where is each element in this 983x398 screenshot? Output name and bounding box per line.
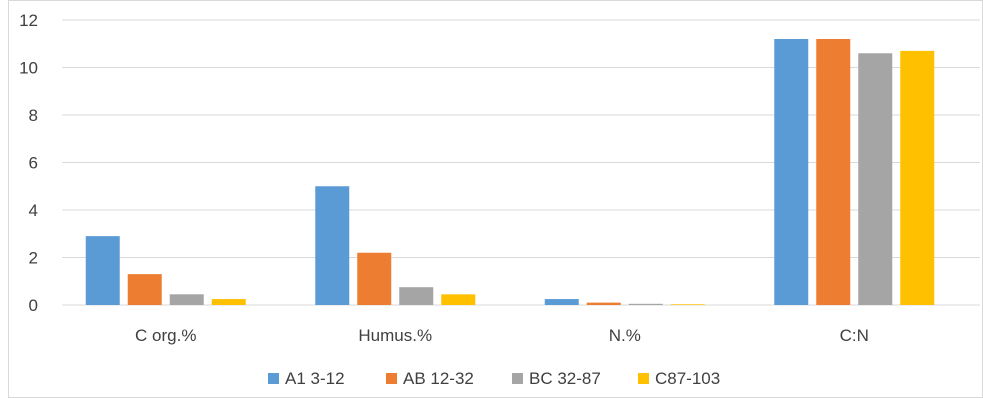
y-tick-label: 6 <box>29 154 38 173</box>
y-tick-label: 10 <box>19 59 38 78</box>
y-tick-label: 4 <box>29 201 38 220</box>
legend-label: BC 32-87 <box>529 369 601 388</box>
bar <box>85 236 120 305</box>
bar <box>774 39 809 305</box>
bar <box>544 299 579 305</box>
bar <box>315 186 350 305</box>
bar <box>586 302 621 305</box>
legend-label: A1 3-12 <box>285 369 345 388</box>
bar <box>399 287 434 305</box>
x-category-label: C org.% <box>135 326 196 345</box>
x-category-label: N.% <box>609 326 641 345</box>
legend-swatch <box>512 373 523 384</box>
x-category-label: C:N <box>840 326 869 345</box>
bar <box>670 304 705 305</box>
x-axis-categories: C org.% Humus.% N.% C:N <box>135 326 869 345</box>
y-tick-label: 8 <box>29 106 38 125</box>
bar <box>816 39 851 305</box>
bar <box>441 294 476 305</box>
y-tick-label: 12 <box>19 11 38 30</box>
legend-swatch <box>386 373 397 384</box>
bar <box>357 252 392 305</box>
x-category-label: Humus.% <box>358 326 432 345</box>
legend: A1 3-12 AB 12-32 BC 32-87 C87-103 <box>268 369 720 388</box>
bar <box>169 294 204 305</box>
bar <box>628 303 663 305</box>
bar <box>858 53 893 305</box>
y-tick-label: 0 <box>29 296 38 315</box>
bars <box>85 39 935 305</box>
legend-swatch <box>268 373 279 384</box>
y-tick-label: 2 <box>29 249 38 268</box>
legend-label: C87-103 <box>655 369 720 388</box>
bar <box>900 50 935 305</box>
legend-swatch <box>638 373 649 384</box>
legend-label: AB 12-32 <box>403 369 474 388</box>
y-axis-ticks: 0 2 4 6 8 10 12 <box>19 11 38 315</box>
bar <box>211 299 246 305</box>
bar <box>127 274 162 305</box>
